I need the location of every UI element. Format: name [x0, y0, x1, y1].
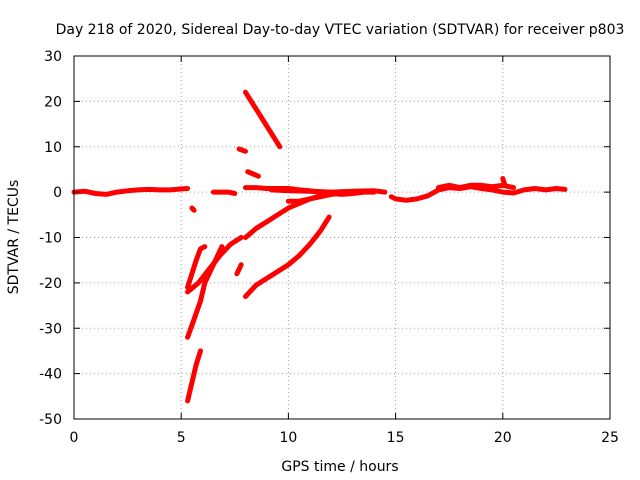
data-series-arc-spike-20 — [500, 176, 508, 188]
y-tick-label: 30 — [44, 49, 62, 65]
data-series-arc-short-4 — [234, 262, 244, 277]
data-series-arc-baseline-3 — [436, 182, 516, 191]
x-tick-label: 5 — [177, 430, 186, 446]
data-series-arc-short-3 — [245, 169, 261, 179]
y-tick-label: -50 — [39, 412, 62, 428]
grid-layer — [74, 56, 610, 419]
x-tick-label: 10 — [279, 430, 297, 446]
y-tick-label: -40 — [39, 367, 62, 383]
data-series-arc-steep-negative — [185, 348, 203, 404]
y-tick-label: -30 — [39, 321, 62, 337]
data-series-arc-short-2 — [236, 146, 248, 154]
data-series-arc-cross — [185, 235, 244, 295]
y-tick-label: 10 — [44, 140, 62, 156]
data-series-arc-short-1 — [210, 189, 238, 196]
data-series-arc-neg-2 — [285, 189, 377, 204]
y-tick-label: -20 — [39, 276, 62, 292]
data-series-arc-recover-2 — [243, 214, 332, 299]
data-series-arc-high-decline — [243, 89, 283, 150]
data-series-arc-dip-1 — [189, 205, 197, 213]
x-tick-label: 20 — [494, 430, 512, 446]
tick-layer: 0 5 10 15 20 25 -50 -40 -30 -20 -10 0 10 20 30 — [39, 49, 619, 446]
data-series-arc-baseline-1 — [71, 186, 191, 197]
y-axis-label: SDTVAR / TECUs — [6, 180, 22, 295]
series-layer — [71, 89, 568, 404]
y-tick-label: 0 — [53, 185, 62, 201]
x-axis-label: GPS time / hours — [281, 459, 398, 475]
data-series-arc-rise-2 — [185, 244, 208, 290]
chart-title: Day 218 of 2020, Sidereal Day-to-day VTE… — [56, 22, 625, 38]
x-tick-label: 15 — [387, 430, 405, 446]
x-tick-label: 0 — [70, 430, 79, 446]
y-tick-label: 20 — [44, 94, 62, 110]
y-tick-label: -10 — [39, 231, 62, 247]
x-tick-label: 25 — [601, 430, 619, 446]
